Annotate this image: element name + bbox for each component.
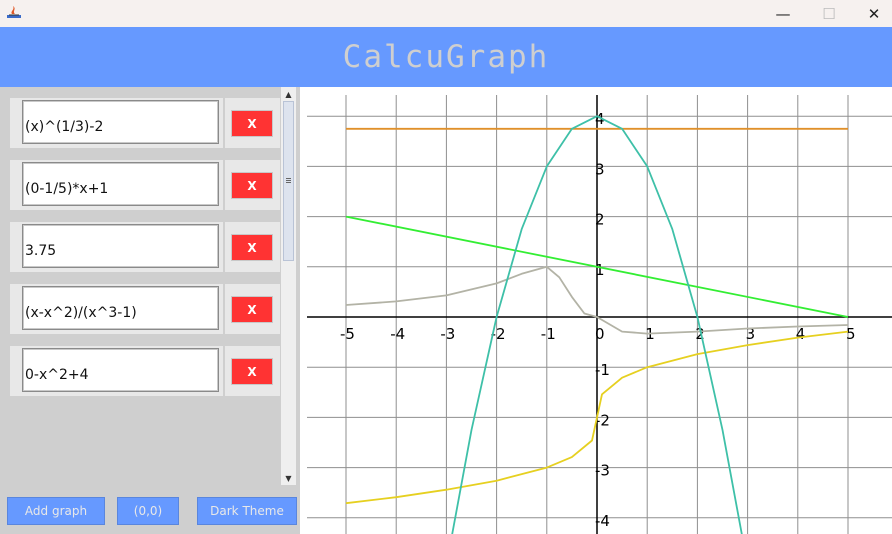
window-titlebar: — ☐ ✕ bbox=[0, 0, 892, 27]
y-tick-label: -4 bbox=[595, 512, 610, 530]
scroll-up-arrow-icon[interactable]: ▲ bbox=[285, 89, 292, 99]
x-tick-label: 0 bbox=[595, 325, 605, 343]
function-input[interactable] bbox=[22, 224, 219, 268]
y-tick-label: 4 bbox=[595, 110, 605, 128]
x-tick-label: -1 bbox=[541, 325, 556, 343]
delete-function-button[interactable]: X bbox=[231, 110, 273, 137]
close-icon: ✕ bbox=[867, 4, 881, 23]
x-tick-label: 2 bbox=[695, 325, 705, 343]
x-tick-label: -3 bbox=[440, 325, 455, 343]
maximize-icon: ☐ bbox=[822, 4, 836, 23]
y-tick-label: 3 bbox=[595, 160, 605, 178]
app-title: CalcuGraph bbox=[342, 39, 550, 75]
function-row: X bbox=[10, 160, 280, 210]
function-input[interactable] bbox=[22, 286, 219, 330]
close-window-button[interactable]: ✕ bbox=[851, 0, 892, 27]
x-tick-label: 4 bbox=[796, 325, 806, 343]
y-tick-label: 1 bbox=[595, 261, 605, 279]
minimize-icon: — bbox=[775, 4, 791, 23]
function-input[interactable] bbox=[22, 100, 219, 144]
rational-curve bbox=[345, 265, 849, 335]
y-tick-label: -1 bbox=[595, 361, 610, 379]
x-tick-label: -4 bbox=[390, 325, 405, 343]
function-row: X bbox=[10, 284, 280, 334]
delete-function-button[interactable]: X bbox=[231, 296, 273, 323]
x-tick-label: -5 bbox=[340, 325, 355, 343]
function-list-scrollbar[interactable]: ▲ ▼ bbox=[281, 87, 296, 485]
function-list: X X X X X bbox=[0, 87, 280, 485]
y-tick-label: -3 bbox=[595, 462, 610, 480]
minimize-button[interactable]: — bbox=[760, 0, 806, 27]
maximize-button: ☐ bbox=[806, 0, 852, 27]
dark-theme-button[interactable]: Dark Theme bbox=[197, 497, 297, 525]
function-row: X bbox=[10, 222, 280, 272]
x-tick-label: 5 bbox=[846, 325, 856, 343]
delete-function-button[interactable]: X bbox=[231, 234, 273, 261]
y-tick-label: -2 bbox=[595, 411, 610, 429]
function-input[interactable] bbox=[22, 348, 219, 392]
linear-curve bbox=[345, 215, 849, 318]
scroll-down-arrow-icon[interactable]: ▼ bbox=[285, 473, 292, 483]
function-row: X bbox=[10, 98, 280, 148]
function-panel: X X X X X ▲ ▼ Add graph (0,0) Dark Theme bbox=[0, 87, 300, 534]
parabola-curve bbox=[451, 115, 743, 534]
delete-function-button[interactable]: X bbox=[231, 358, 273, 385]
function-input[interactable] bbox=[22, 162, 219, 206]
origin-button[interactable]: (0,0) bbox=[117, 497, 179, 525]
add-graph-button[interactable]: Add graph bbox=[7, 497, 105, 525]
cube-root-curve bbox=[345, 330, 849, 505]
y-tick-label: 2 bbox=[595, 211, 605, 229]
app-header: CalcuGraph bbox=[0, 27, 892, 87]
java-app-icon bbox=[7, 6, 21, 18]
x-tick-label: 3 bbox=[746, 325, 756, 343]
delete-function-button[interactable]: X bbox=[231, 172, 273, 199]
scrollbar-thumb[interactable] bbox=[283, 101, 294, 261]
function-row: X bbox=[10, 346, 280, 396]
